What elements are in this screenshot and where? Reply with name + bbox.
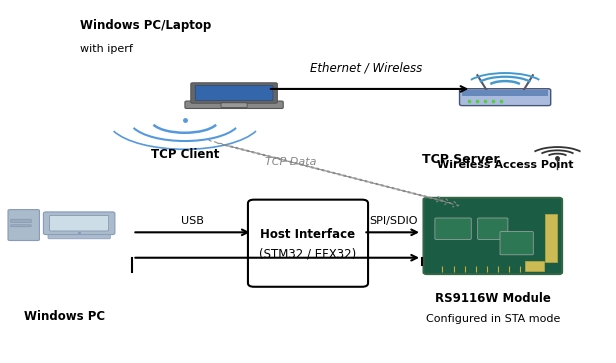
FancyBboxPatch shape — [191, 83, 277, 103]
FancyBboxPatch shape — [221, 103, 247, 108]
FancyBboxPatch shape — [43, 212, 115, 234]
FancyBboxPatch shape — [500, 232, 533, 255]
Text: UART: UART — [262, 263, 292, 273]
Text: Host Interface: Host Interface — [261, 228, 355, 241]
FancyBboxPatch shape — [248, 200, 368, 287]
FancyBboxPatch shape — [195, 85, 273, 101]
Text: SPI/SDIO: SPI/SDIO — [369, 216, 417, 226]
FancyBboxPatch shape — [10, 219, 31, 223]
Text: RS9116W Module: RS9116W Module — [435, 292, 551, 305]
Text: (STM32 / EFX32): (STM32 / EFX32) — [259, 248, 357, 261]
FancyBboxPatch shape — [10, 225, 31, 227]
FancyBboxPatch shape — [48, 234, 110, 239]
Text: Ethernet / Wireless: Ethernet / Wireless — [310, 61, 423, 74]
FancyBboxPatch shape — [435, 218, 471, 240]
Text: Windows PC: Windows PC — [24, 310, 105, 323]
Text: Windows PC/Laptop: Windows PC/Laptop — [80, 19, 211, 32]
Text: with iperf: with iperf — [80, 44, 133, 54]
FancyBboxPatch shape — [424, 198, 562, 274]
FancyBboxPatch shape — [525, 261, 545, 271]
FancyBboxPatch shape — [462, 90, 548, 96]
FancyBboxPatch shape — [185, 101, 283, 109]
Text: Configured in STA mode: Configured in STA mode — [426, 314, 560, 324]
Text: TCP Server: TCP Server — [422, 153, 500, 166]
Text: USB: USB — [181, 216, 205, 226]
FancyBboxPatch shape — [8, 209, 39, 241]
FancyBboxPatch shape — [460, 89, 551, 106]
FancyBboxPatch shape — [478, 218, 508, 240]
Text: Wireless Access Point: Wireless Access Point — [437, 160, 573, 170]
Text: TCP Data: TCP Data — [265, 156, 317, 167]
FancyBboxPatch shape — [50, 216, 109, 231]
Text: TCP Client: TCP Client — [151, 148, 219, 161]
FancyBboxPatch shape — [545, 214, 557, 262]
